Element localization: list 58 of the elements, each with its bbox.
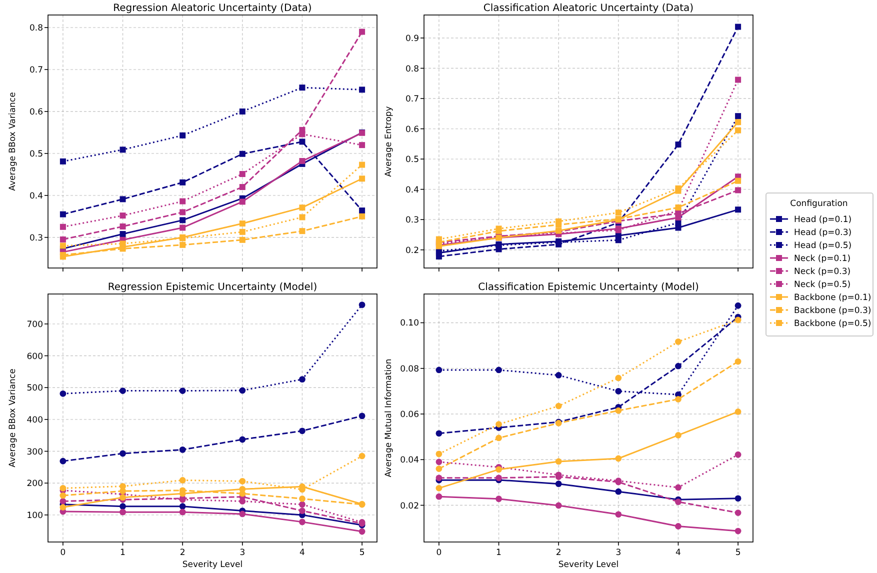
y-tick-label: 0.8	[29, 24, 43, 34]
y-tick-label: 0.9	[405, 34, 419, 44]
y-tick-label: 0.7	[29, 66, 43, 76]
y-tick-label: 300	[26, 447, 43, 458]
x-tick-label: 1	[496, 548, 502, 558]
y-tick-label: 0.6	[29, 108, 43, 118]
y-tick-label: 0.8	[405, 64, 419, 74]
y-tick-label: 100	[26, 510, 43, 521]
x-tick-label: 3	[240, 548, 246, 558]
y-tick-label: 200	[26, 479, 43, 490]
legend-label: Head (p=0.5)	[794, 241, 852, 251]
y-tick-label: 0.2	[405, 246, 419, 256]
x-tick-label: 0	[60, 548, 66, 558]
x-tick-label: 1	[120, 548, 126, 558]
x-axis-title: Severity Level	[182, 560, 243, 570]
x-tick-label: 5	[359, 548, 365, 558]
y-tick-label: 0.4	[29, 191, 43, 202]
legend-label: Backbone (p=0.1)	[794, 293, 872, 303]
y-tick-label: 600	[26, 352, 43, 362]
y-tick-label: 700	[26, 320, 43, 330]
y-tick-label: 0.06	[400, 410, 419, 420]
chart-title: Regression Epistemic Uncertainty (Model)	[108, 282, 318, 293]
chart-title: Classification Epistemic Uncertainty (Model)	[478, 282, 699, 293]
y-tick-label: 0.08	[400, 364, 419, 374]
x-tick-label: 2	[180, 548, 186, 558]
y-tick-label: 0.02	[400, 501, 419, 512]
legend-label: Head (p=0.1)	[794, 215, 852, 225]
chart-title: Classification Aleatoric Uncertainty (Data)	[483, 3, 694, 14]
y-tick-label: 400	[26, 415, 43, 426]
legend-label: Head (p=0.3)	[794, 228, 852, 238]
y-tick-label: 0.3	[29, 233, 43, 244]
legend-label: Backbone (p=0.5)	[794, 319, 872, 329]
y-tick-label: 0.6	[405, 124, 419, 135]
y-tick-label: 0.5	[405, 155, 419, 166]
y-tick-label: 0.10	[400, 318, 419, 329]
y-axis-title: Average Entropy	[384, 106, 394, 177]
legend-label: Neck (p=0.1)	[794, 254, 851, 264]
y-tick-label: 0.7	[405, 94, 419, 105]
y-tick-label: 0.5	[29, 149, 43, 160]
y-tick-label: 500	[26, 384, 43, 394]
y-tick-label: 0.4	[405, 185, 419, 196]
y-axis-title: Average BBox Variance	[8, 92, 18, 191]
legend-label: Backbone (p=0.3)	[794, 306, 872, 316]
x-tick-label: 4	[676, 548, 681, 558]
x-tick-label: 0	[436, 548, 442, 558]
legend-title: Configuration	[790, 199, 848, 209]
legend-label: Neck (p=0.3)	[794, 267, 851, 277]
x-tick-label: 4	[300, 548, 305, 558]
chart-title: Regression Aleatoric Uncertainty (Data)	[113, 3, 312, 14]
y-tick-label: 0.04	[400, 456, 419, 466]
legend-label: Neck (p=0.5)	[794, 280, 851, 290]
x-tick-label: 2	[556, 548, 562, 558]
y-tick-label: 0.3	[405, 216, 419, 226]
y-axis-title: Average BBox Variance	[8, 368, 18, 468]
x-axis-title: Severity Level	[558, 560, 619, 570]
x-tick-label: 5	[735, 548, 741, 558]
y-axis-title: Average Mutual Information	[384, 358, 394, 478]
x-tick-label: 3	[616, 548, 622, 558]
